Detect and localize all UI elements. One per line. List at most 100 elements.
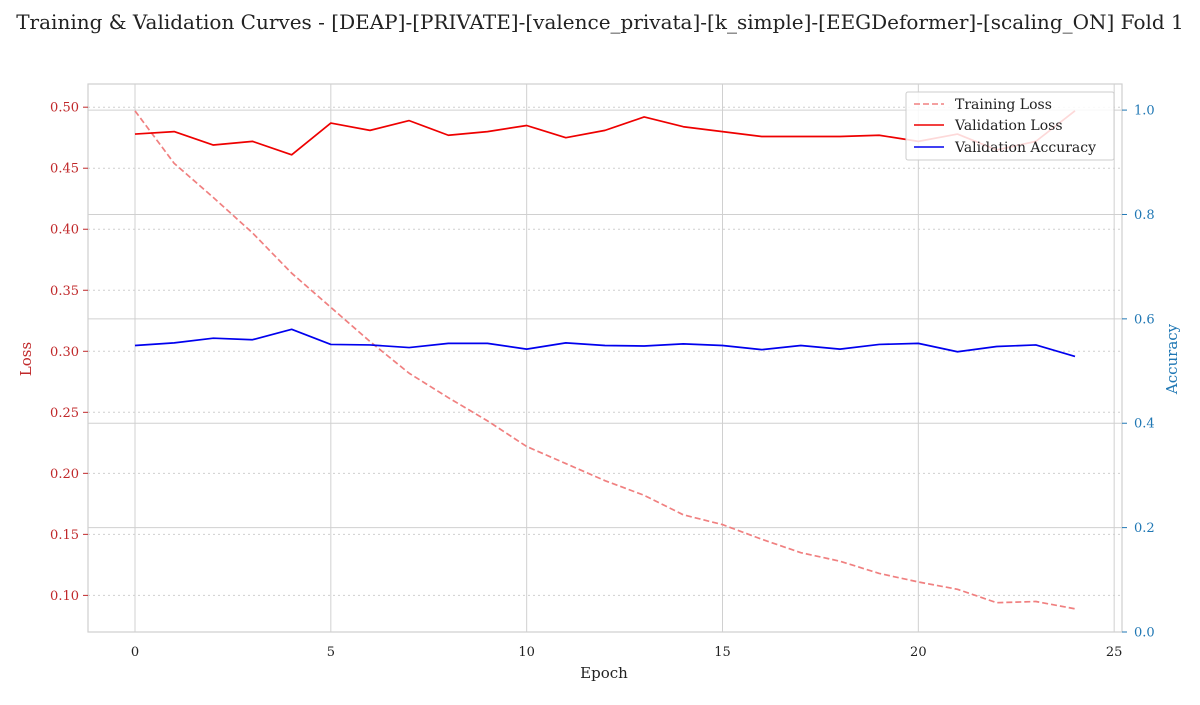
data-point-training-loss — [290, 272, 292, 274]
y-right-tick-label: 0.6 — [1134, 312, 1155, 327]
data-point-validation-accuracy — [408, 346, 410, 348]
legend: Training Loss Validation Loss Validation… — [905, 91, 1115, 161]
data-point-validation-accuracy — [173, 342, 175, 344]
data-point-validation-loss — [760, 135, 762, 137]
y-left-tick-label: 0.30 — [50, 345, 79, 360]
y-right-tick-label: 0.4 — [1134, 417, 1155, 432]
data-point-validation-accuracy — [682, 343, 684, 345]
data-point-training-loss — [565, 462, 567, 464]
data-point-training-loss — [134, 110, 136, 112]
data-point-validation-accuracy — [760, 348, 762, 350]
data-point-validation-accuracy — [643, 345, 645, 347]
legend-label-validation-loss: Validation Loss — [954, 118, 1063, 134]
data-point-validation-accuracy — [525, 348, 527, 350]
data-point-validation-accuracy — [251, 339, 253, 341]
legend-label-validation-accuracy: Validation Accuracy — [954, 140, 1096, 156]
data-point-validation-loss — [486, 130, 488, 132]
grid-layer — [88, 84, 1122, 632]
y-right-tick-label: 0.0 — [1134, 626, 1155, 641]
data-point-validation-loss — [878, 134, 880, 136]
data-point-validation-accuracy — [486, 342, 488, 344]
x-tick-label: 20 — [910, 645, 927, 660]
y-left-tick-label: 0.50 — [50, 101, 79, 116]
data-point-training-loss — [408, 372, 410, 374]
data-point-validation-loss — [447, 134, 449, 136]
y-left-tick-label: 0.40 — [50, 223, 79, 238]
x-tick-label: 5 — [327, 645, 335, 660]
x-tick-label: 15 — [714, 645, 731, 660]
data-point-validation-accuracy — [134, 344, 136, 346]
data-point-validation-loss — [212, 144, 214, 146]
data-point-validation-accuracy — [1074, 355, 1076, 357]
data-point-validation-loss — [251, 140, 253, 142]
data-point-validation-accuracy — [604, 344, 606, 346]
x-tick-label: 25 — [1106, 645, 1123, 660]
data-point-validation-loss — [721, 130, 723, 132]
y-right-tick-label: 0.8 — [1134, 208, 1155, 223]
y-left-tick-label: 0.10 — [50, 589, 79, 604]
data-point-training-loss — [486, 420, 488, 422]
data-point-validation-accuracy — [1035, 344, 1037, 346]
y-left-tick-label: 0.15 — [50, 528, 79, 543]
data-point-validation-loss — [800, 135, 802, 137]
x-tick-label: 10 — [518, 645, 535, 660]
data-point-validation-accuracy — [956, 351, 958, 353]
chart-title: Training & Validation Curves - [DEAP]-[P… — [16, 10, 1184, 34]
data-point-training-loss — [251, 232, 253, 234]
data-point-validation-loss — [173, 130, 175, 132]
data-point-training-loss — [917, 581, 919, 583]
legend-box — [905, 91, 1115, 161]
data-point-validation-loss — [525, 124, 527, 126]
y-left-tick-label: 0.35 — [50, 284, 79, 299]
plot-frame — [87, 83, 1123, 633]
data-point-validation-loss — [369, 129, 371, 131]
data-point-training-loss — [800, 551, 802, 553]
data-point-validation-accuracy — [565, 342, 567, 344]
data-point-training-loss — [956, 588, 958, 590]
data-point-validation-accuracy — [917, 342, 919, 344]
data-point-validation-accuracy — [447, 342, 449, 344]
data-point-validation-loss — [604, 129, 606, 131]
data-point-validation-loss — [682, 126, 684, 128]
data-point-validation-accuracy — [839, 348, 841, 350]
x-tick-label: 0 — [131, 645, 139, 660]
data-point-validation-loss — [839, 135, 841, 137]
axis-layer: 0 5 10 15 20 25 0.10 0.15 0.20 0.25 0.30 0.35 0.40 0.… — [50, 83, 1155, 660]
data-point-training-loss — [525, 445, 527, 447]
series-line-validation-accuracy — [134, 328, 1076, 358]
y-left-tick-label: 0.45 — [50, 162, 79, 177]
data-point-training-loss — [173, 162, 175, 164]
data-point-training-loss — [760, 538, 762, 540]
data-point-validation-loss — [290, 154, 292, 156]
data-point-validation-accuracy — [290, 328, 292, 330]
data-point-validation-accuracy — [995, 345, 997, 347]
data-point-training-loss — [604, 479, 606, 481]
y-axis-left-label: Loss — [17, 342, 35, 376]
data-point-validation-loss — [134, 133, 136, 135]
data-point-training-loss — [212, 196, 214, 198]
data-point-validation-loss — [643, 116, 645, 118]
data-point-training-loss — [682, 514, 684, 516]
data-point-validation-accuracy — [330, 343, 332, 345]
series-line-training-loss — [134, 110, 1076, 610]
data-point-training-loss — [995, 602, 997, 604]
data-point-training-loss — [1074, 608, 1076, 610]
data-point-training-loss — [369, 340, 371, 342]
y-right-tick-label: 0.2 — [1134, 521, 1155, 536]
y-axis-right-label: Accuracy — [1163, 323, 1181, 395]
data-point-training-loss — [643, 494, 645, 496]
data-point-validation-accuracy — [721, 344, 723, 346]
data-point-validation-accuracy — [212, 337, 214, 339]
legend-label-training-loss: Training Loss — [955, 97, 1052, 113]
data-point-validation-accuracy — [369, 344, 371, 346]
data-point-training-loss — [330, 306, 332, 308]
y-left-tick-label: 0.20 — [50, 467, 79, 482]
x-axis-label: Epoch — [580, 664, 628, 682]
data-point-training-loss — [878, 572, 880, 574]
data-point-training-loss — [839, 560, 841, 562]
data-point-validation-accuracy — [800, 344, 802, 346]
data-point-training-loss — [447, 396, 449, 398]
data-point-validation-loss — [565, 137, 567, 139]
